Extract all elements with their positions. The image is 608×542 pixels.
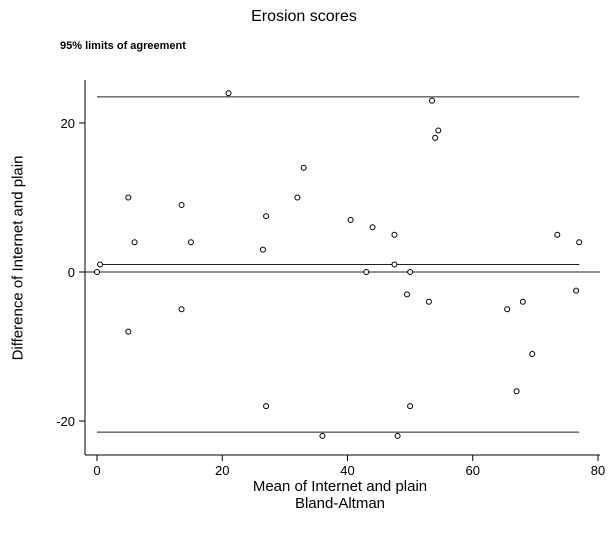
x-tick-label: 40 bbox=[340, 463, 354, 478]
data-point bbox=[391, 231, 398, 238]
y-tick-label: -20 bbox=[56, 414, 75, 429]
data-point bbox=[97, 261, 104, 268]
y-tick-label: 20 bbox=[61, 116, 75, 131]
data-point bbox=[403, 291, 410, 298]
data-point bbox=[407, 403, 414, 410]
data-point bbox=[178, 306, 185, 313]
data-point bbox=[573, 287, 580, 294]
data-point bbox=[178, 201, 185, 208]
data-point bbox=[187, 239, 194, 246]
x-tick-label: 60 bbox=[466, 463, 480, 478]
data-point bbox=[263, 403, 270, 410]
x-tick-label: 20 bbox=[215, 463, 229, 478]
chart-subtitle: 95% limits of agreement bbox=[60, 40, 186, 52]
data-point bbox=[294, 194, 301, 201]
x-tick-label: 80 bbox=[591, 463, 605, 478]
data-point bbox=[131, 239, 138, 246]
data-point bbox=[576, 239, 583, 246]
data-point bbox=[529, 350, 536, 357]
data-point bbox=[347, 216, 354, 223]
data-point bbox=[519, 298, 526, 305]
chart-title: Erosion scores bbox=[251, 8, 357, 25]
data-point bbox=[263, 213, 270, 220]
data-point bbox=[429, 97, 436, 104]
y-tick-label: 0 bbox=[68, 265, 75, 280]
data-point bbox=[369, 224, 376, 231]
chart-caption: Bland-Altman bbox=[294, 495, 386, 512]
data-point bbox=[363, 269, 370, 275]
data-point bbox=[425, 298, 432, 305]
x-axis-label: Mean of Internet and plain bbox=[252, 478, 428, 495]
data-point bbox=[319, 432, 326, 439]
data-point bbox=[435, 127, 442, 134]
data-point bbox=[300, 164, 307, 171]
data-point bbox=[125, 194, 132, 201]
data-point bbox=[504, 306, 511, 313]
data-point bbox=[225, 90, 232, 97]
data-point bbox=[432, 134, 439, 141]
data-point bbox=[391, 261, 398, 268]
data-point bbox=[259, 246, 266, 253]
data-point bbox=[407, 269, 414, 275]
data-point bbox=[94, 269, 100, 275]
data-point bbox=[513, 388, 520, 395]
data-point bbox=[394, 432, 401, 439]
data-point bbox=[554, 231, 561, 238]
x-tick-label: 0 bbox=[93, 463, 100, 478]
data-point bbox=[125, 328, 132, 335]
